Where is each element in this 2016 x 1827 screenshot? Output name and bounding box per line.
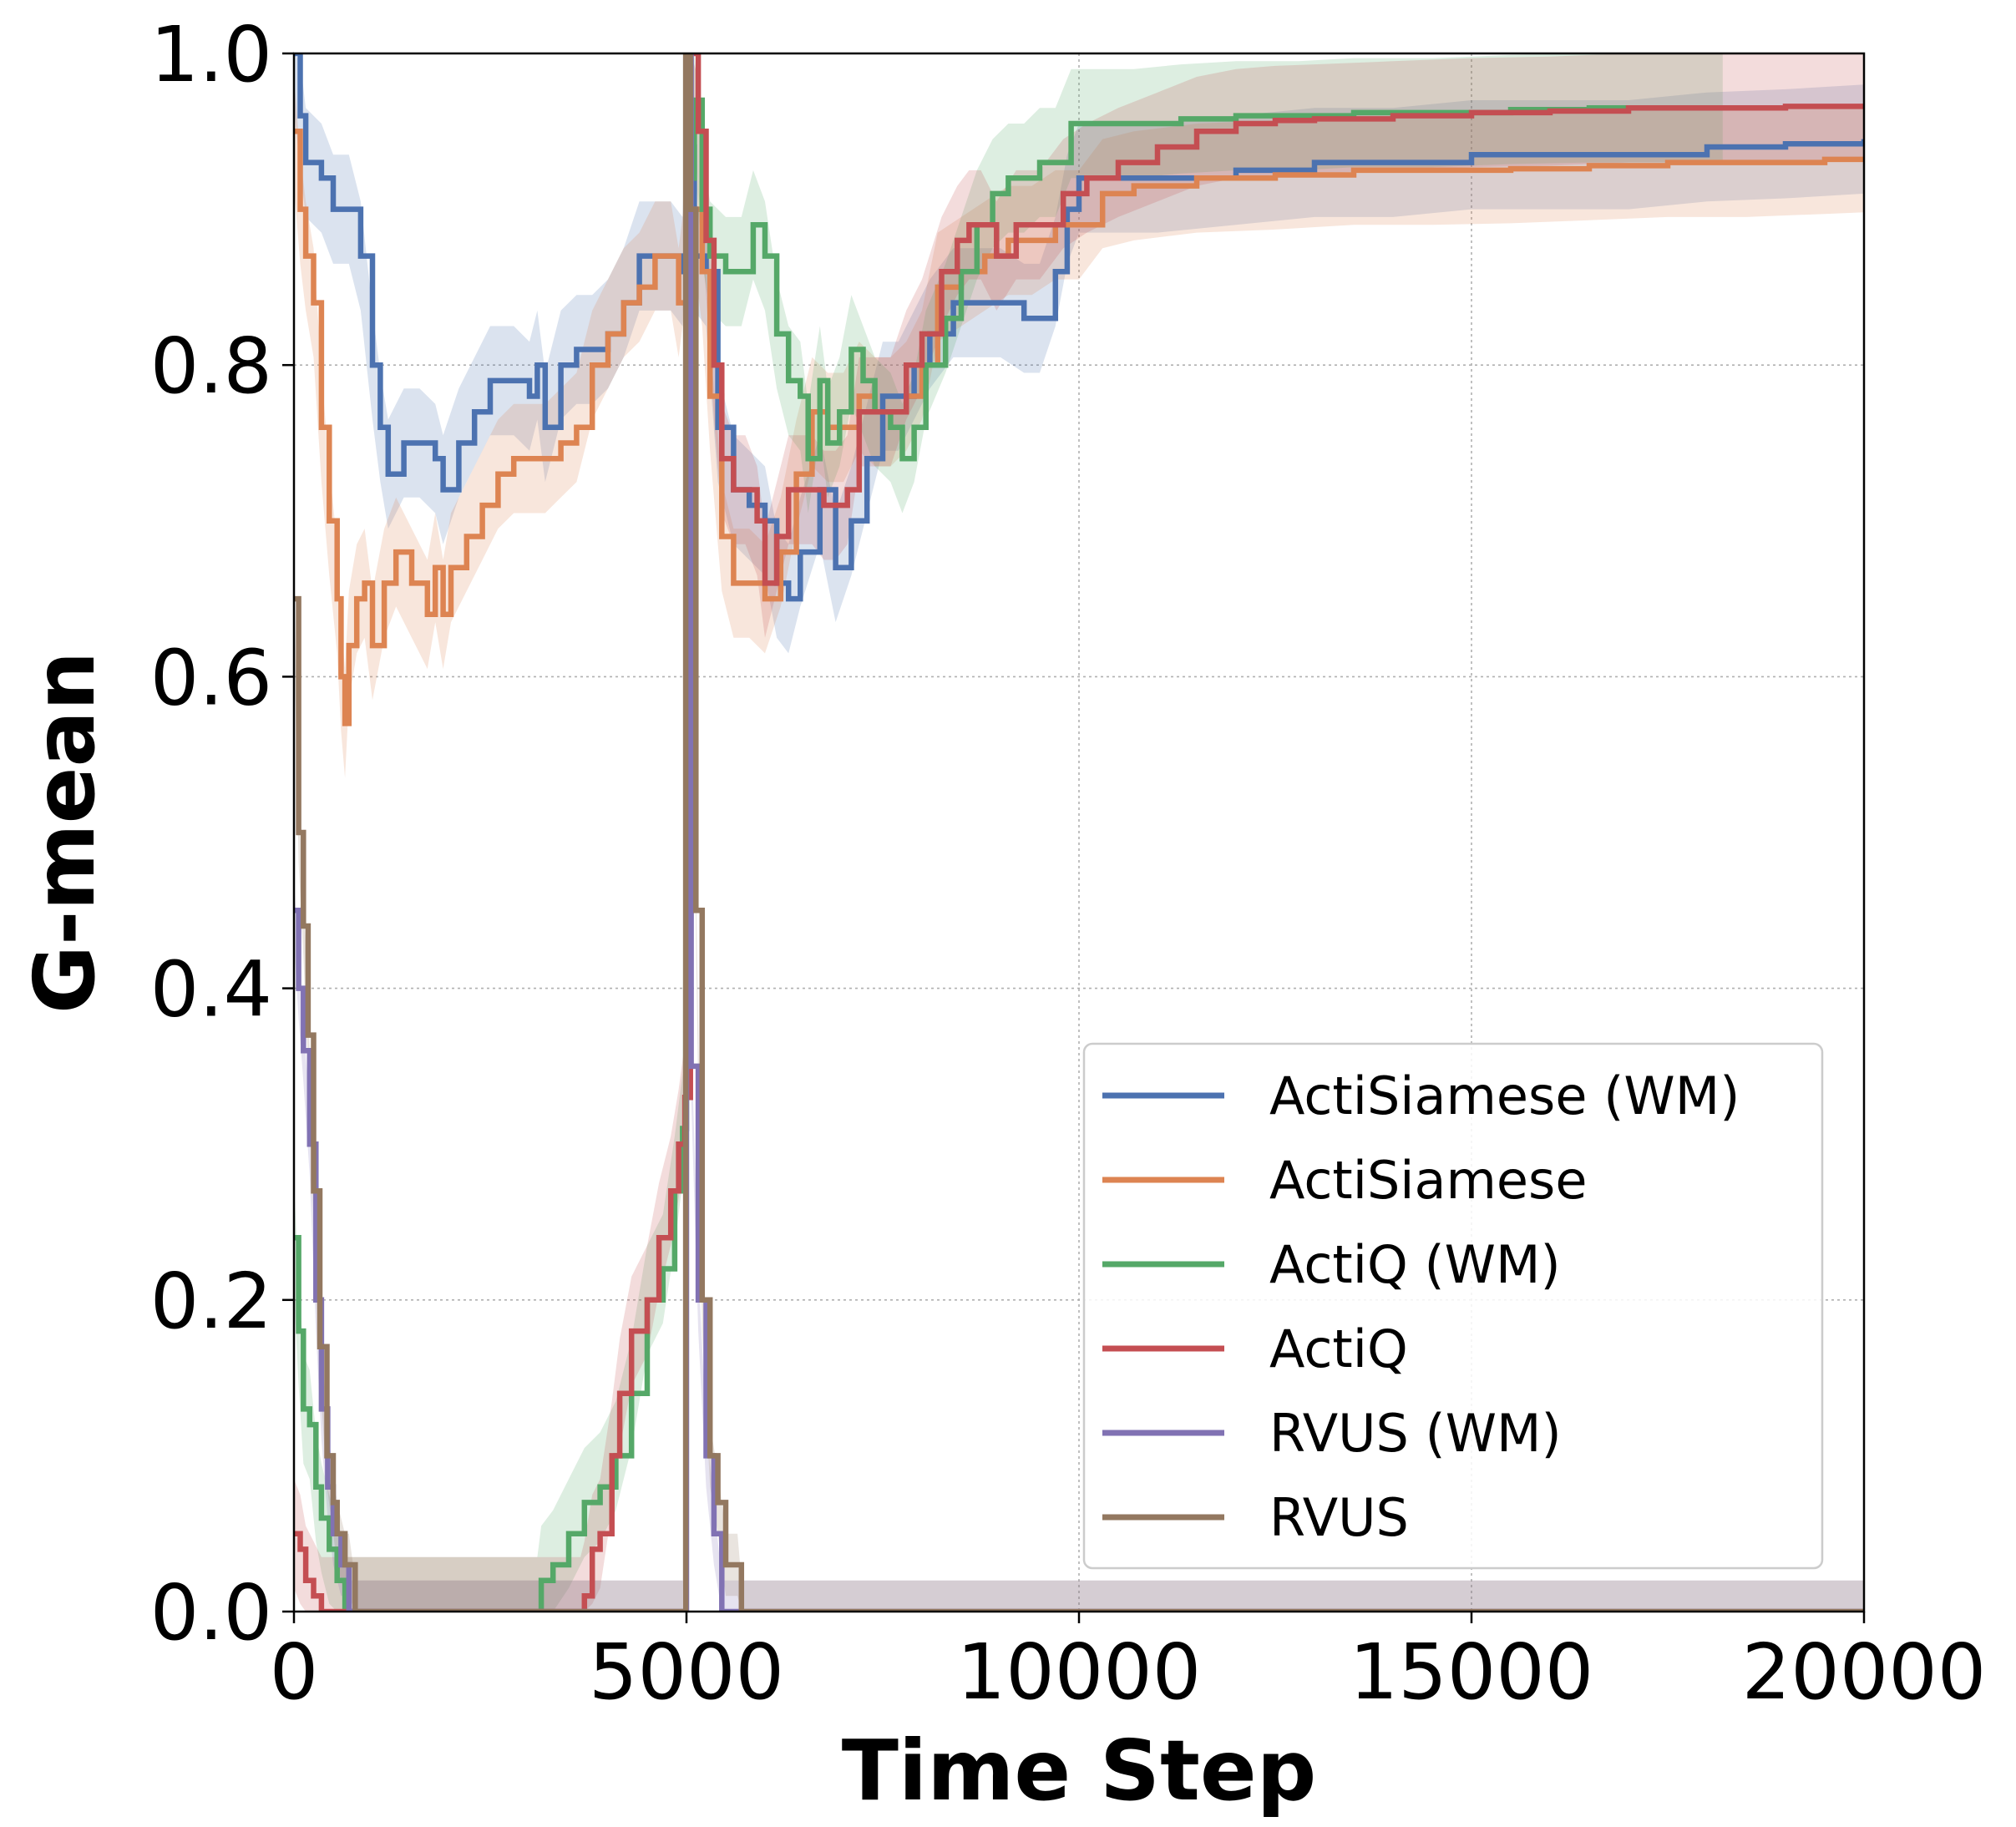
- y-tick-label: 0.6: [150, 633, 272, 722]
- legend-label-actisiamese: ActiSiamese: [1269, 1150, 1588, 1211]
- y-tick-label: 1.0: [150, 10, 272, 99]
- x-tick-label: 15000: [1350, 1627, 1594, 1717]
- series-line-actiq: [294, 53, 1864, 1612]
- legend-label-rvus-wm: RVUS (WM): [1269, 1403, 1562, 1464]
- y-tick-label: 0.0: [150, 1568, 272, 1657]
- y-axis-title: G-mean: [16, 651, 114, 1014]
- y-tick-label: 0.2: [150, 1257, 272, 1346]
- band-actisiamese-wm: [294, 53, 1864, 654]
- y-tick-label: 0.4: [150, 945, 272, 1035]
- x-tick-label: 10000: [957, 1627, 1202, 1717]
- legend-label-actiq: ActiQ: [1269, 1318, 1408, 1379]
- x-tick-label: 20000: [1742, 1627, 1987, 1717]
- series-lines: [294, 53, 1864, 1612]
- x-tick-label: 0: [270, 1627, 319, 1717]
- legend-box: [1082, 1042, 1824, 1570]
- x-tick-label: 5000: [589, 1627, 784, 1717]
- series-line-rvus: [294, 53, 1864, 1612]
- x-axis-title: Time Step: [842, 1722, 1317, 1819]
- legend-label-actiq-wm: ActiQ (WM): [1269, 1234, 1561, 1295]
- y-tick-label: 0.8: [150, 321, 272, 411]
- legend-label-rvus: RVUS: [1269, 1487, 1409, 1548]
- legend: ActiSiamese (WM) ActiSiamese ActiQ (WM) Act…: [1082, 1042, 1824, 1570]
- series-line-actiq-wm: [294, 97, 1723, 1612]
- axis-ticks: 0 5000 10000 15000 20000 0.0 0.2 0.4 0.6 0.8 1.0: [150, 10, 1987, 1717]
- legend-label-actisiamese-wm: ActiSiamese (WM): [1269, 1065, 1740, 1126]
